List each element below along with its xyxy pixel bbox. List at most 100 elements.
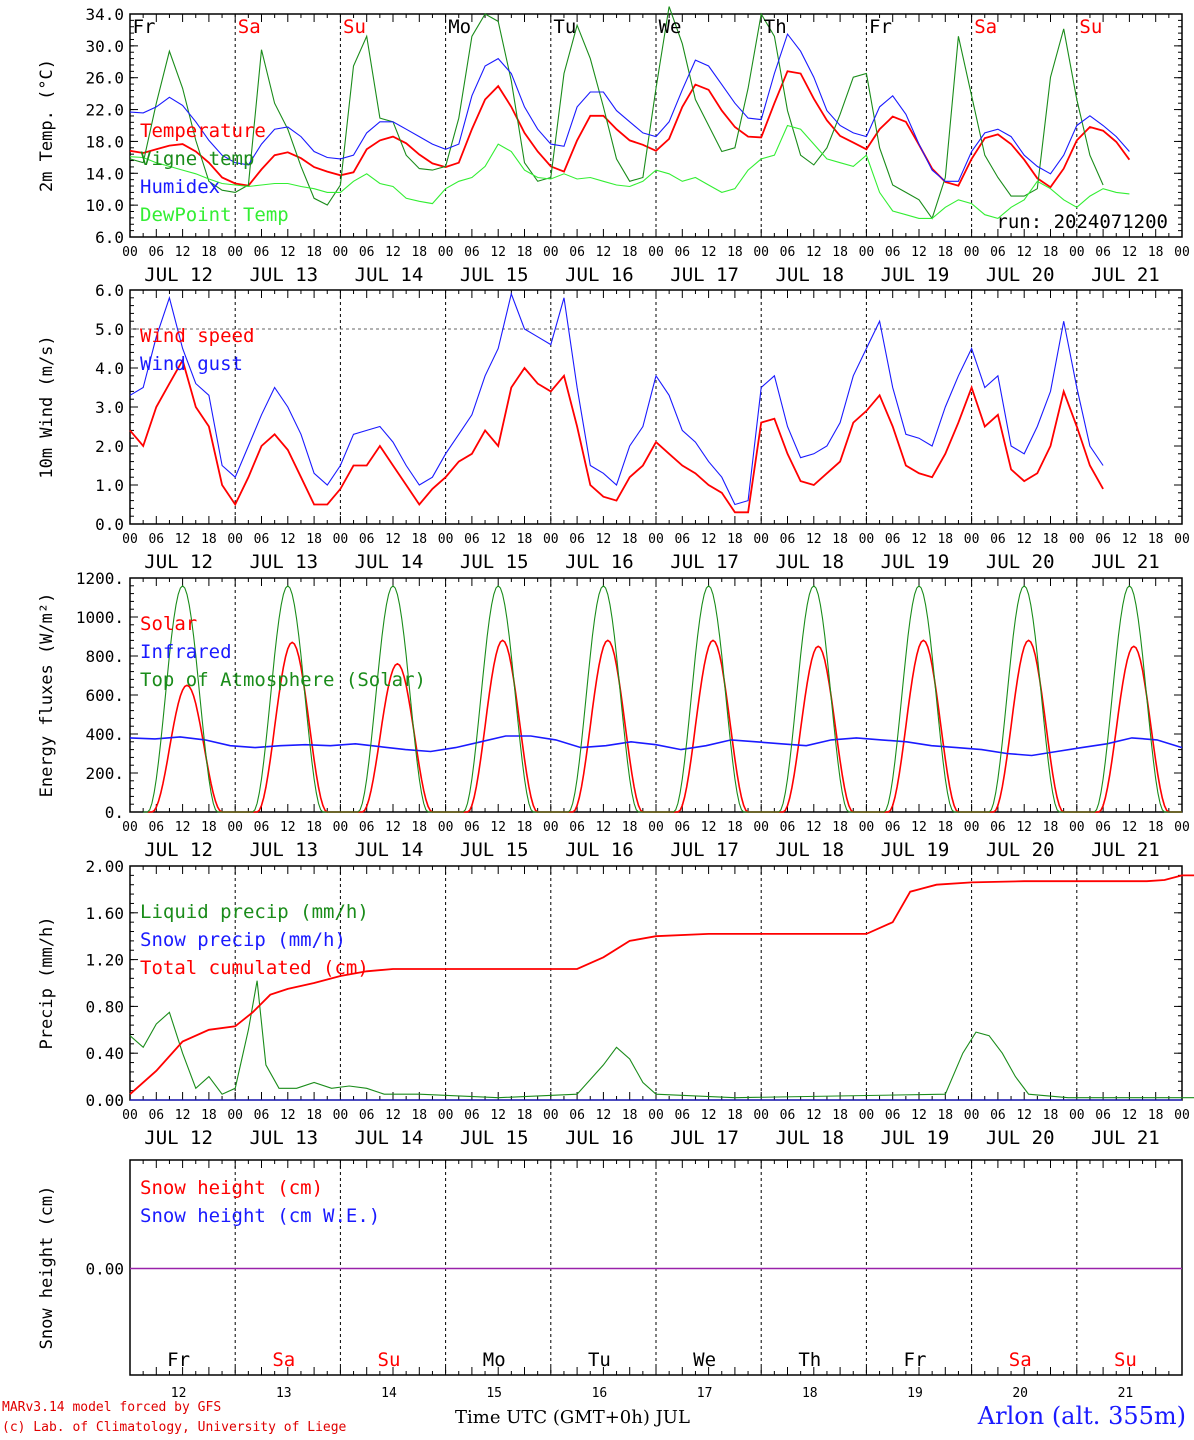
hour-label: 12	[490, 245, 506, 260]
day-label: JUL 21	[1091, 264, 1160, 286]
hour-label: 18	[201, 532, 217, 547]
y-tick-label: 1.20	[85, 951, 124, 970]
day-label: JUL 13	[249, 839, 318, 861]
weekday-label-top: Mo	[448, 16, 471, 38]
hour-label: 00	[753, 532, 769, 547]
hour-label: 06	[569, 532, 585, 547]
y-tick-label: 200.	[85, 764, 124, 783]
panel-1: 6.0 10.0 14.0 18.0 22.0 26.0 30.0 34.0 2m Temp. …	[37, 5, 1190, 286]
hour-label: 06	[674, 820, 690, 835]
hour-label: 06	[885, 532, 901, 547]
day-label: JUL 20	[986, 1127, 1055, 1149]
day-label: JUL 18	[775, 551, 844, 573]
day-label: JUL 14	[355, 551, 424, 573]
day-label: JUL 18	[775, 264, 844, 286]
hour-label: 12	[806, 1108, 822, 1123]
hour-label: 00	[333, 532, 349, 547]
y-axis-title: Precip (mm/h)	[37, 916, 57, 1049]
y-tick-label: 6.0	[95, 228, 124, 247]
hour-label: 18	[201, 1108, 217, 1123]
hour-label: 00	[333, 1108, 349, 1123]
series-liquid	[129, 980, 1194, 1099]
y-axis-title: Energy fluxes (W/m²)	[37, 593, 57, 798]
panel-4: 0.00 0.40 0.80 1.20 1.60 2.00 Precip (mm/h) 00 0…	[37, 857, 1194, 1149]
day-label: JUL 12	[144, 1127, 213, 1149]
hour-label: 06	[990, 245, 1006, 260]
y-tick-label: 2.0	[95, 437, 124, 456]
hour-label: 00	[648, 532, 664, 547]
y-tick-label: 0.80	[85, 997, 124, 1016]
y-tick-label: 18.0	[85, 132, 124, 151]
weekday-label-bottom: Tu	[588, 1349, 611, 1371]
hour-label: 00	[964, 820, 980, 835]
hour-label: 12	[1016, 532, 1032, 547]
hour-label: 18	[937, 245, 953, 260]
hour-label: 18	[1043, 245, 1059, 260]
hour-label: 18	[306, 1108, 322, 1123]
time-axis-title: Time UTC (GMT+0h) JUL	[455, 1407, 690, 1428]
hour-label: 12	[806, 245, 822, 260]
y-tick-label: 0.0	[95, 515, 124, 534]
hour-label: 06	[569, 820, 585, 835]
day-label: JUL 17	[670, 551, 739, 573]
hour-label: 00	[1174, 245, 1190, 260]
hour-label: 00	[964, 1108, 980, 1123]
hour-label: 18	[517, 1108, 533, 1123]
hour-label: 00	[753, 820, 769, 835]
day-label: JUL 14	[355, 264, 424, 286]
hour-label: 12	[280, 245, 296, 260]
day-label: JUL 12	[144, 839, 213, 861]
hour-label: 12	[385, 245, 401, 260]
day-label: JUL 14	[355, 839, 424, 861]
hour-label: 18	[832, 245, 848, 260]
weekday-label-bottom: Th	[798, 1349, 821, 1371]
y-tick-label: 5.0	[95, 320, 124, 339]
hour-label: 12	[806, 820, 822, 835]
hour-label: 12	[280, 820, 296, 835]
hour-label: 00	[1069, 1108, 1085, 1123]
day-label: JUL 15	[460, 839, 529, 861]
legend-entry: Snow height (cm)	[140, 1177, 323, 1199]
y-tick-label: 0.	[105, 803, 124, 822]
weekday-label-bottom: Su	[378, 1349, 401, 1371]
hour-label: 12	[490, 1108, 506, 1123]
hour-label: 00	[964, 532, 980, 547]
y-tick-label: 600.	[85, 686, 124, 705]
hour-label: 18	[517, 245, 533, 260]
legend-entry: Wind gust	[140, 353, 243, 375]
hour-label: 18	[306, 820, 322, 835]
day-label: JUL 16	[565, 551, 634, 573]
hour-label: 06	[359, 1108, 375, 1123]
day-number-label: 15	[486, 1386, 502, 1401]
day-number-label: 14	[381, 1386, 397, 1401]
hour-label: 00	[964, 245, 980, 260]
hour-label: 00	[227, 1108, 243, 1123]
y-tick-label: 2.00	[85, 857, 124, 876]
weekday-label-bottom: Su	[1114, 1349, 1137, 1371]
hour-label: 06	[780, 1108, 796, 1123]
hour-label: 06	[780, 532, 796, 547]
y-tick-label: 34.0	[85, 5, 124, 24]
day-label: JUL 21	[1091, 551, 1160, 573]
hour-label: 12	[175, 245, 191, 260]
hour-label: 12	[596, 1108, 612, 1123]
series-solar	[147, 639, 1182, 813]
weekday-label-bottom: Fr	[167, 1349, 190, 1371]
hour-label: 00	[438, 245, 454, 260]
hour-label: 00	[122, 820, 138, 835]
day-label: JUL 15	[460, 1127, 529, 1149]
hour-label: 18	[832, 1108, 848, 1123]
y-tick-label: 0.40	[85, 1044, 124, 1063]
hour-label: 12	[1016, 1108, 1032, 1123]
hour-label: 18	[727, 532, 743, 547]
day-label: JUL 12	[144, 264, 213, 286]
hour-label: 00	[753, 245, 769, 260]
location-label: Arlon (alt. 355m)	[977, 1402, 1186, 1430]
day-label: JUL 20	[986, 264, 1055, 286]
hour-label: 12	[175, 820, 191, 835]
hour-label: 18	[622, 820, 638, 835]
hour-label: 06	[148, 532, 164, 547]
hour-label: 00	[859, 532, 875, 547]
weekday-label-top: Th	[764, 16, 787, 38]
day-label: JUL 20	[986, 839, 1055, 861]
